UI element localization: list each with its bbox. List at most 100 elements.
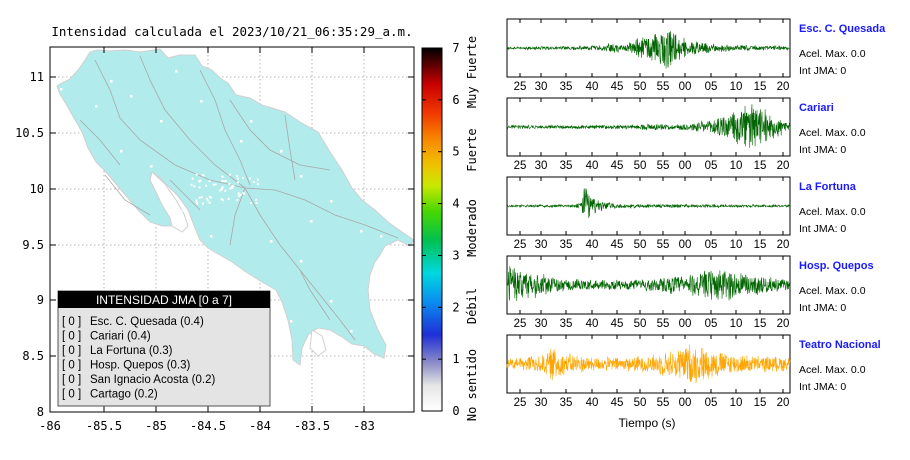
station-marker [270,240,273,243]
station-marker [228,173,231,176]
station-marker [239,193,242,196]
road [139,55,246,189]
station-markers [60,70,383,333]
legend-item-level: [ 0 ] [62,360,81,372]
seismogram-x-tick-label: 15 [754,160,767,172]
station-marker [232,185,235,188]
road [104,174,151,216]
station-marker [330,300,333,303]
seismogram-4: 25 30 35 40 45 50 55 00 05 10 15 20 Teatro Nacional A… [506,334,881,409]
legend-item-level: [ 0 ] [62,316,81,328]
station-marker [196,202,199,205]
station-marker [236,175,239,178]
station-marker [200,100,203,103]
intensity-legend: INTENSIDAD JMA [0 a 7] [ 0 ] Esc. C. Ques… [57,290,271,407]
colorbar-tick-label: 4 [452,197,459,211]
seismogram-x-tick-label: 30 [535,160,548,172]
map-y-axis: 11 10.5 10 9.5 9 8.5 8 [15,70,414,419]
seismogram-x-tick-label: 15 [754,397,767,409]
seismogram-x-tick-label: 35 [560,81,573,93]
seismogram-trace [506,31,791,69]
seismogram-x-tick-label: 40 [586,239,599,251]
station-marker [222,180,225,183]
colorbar-class-label: No sentido [465,349,479,421]
station-marker [199,179,202,182]
colorbar-gradient [421,47,443,412]
station-marker [180,210,183,213]
road [229,187,246,246]
legend-item-label: La Fortuna (0.3) [90,345,173,357]
seismogram-x-tick-label: 05 [705,318,718,330]
station-marker [175,70,178,73]
station-marker [237,192,240,195]
station-marker [206,197,209,200]
seismogram-x-tick-label: 20 [777,397,790,409]
station-marker [256,178,259,181]
road [299,269,331,321]
seismogram-x-tick-label: 10 [730,397,743,409]
colorbar-tick-label: 0 [452,404,459,418]
station-marker [252,180,255,183]
station-marker [229,187,232,190]
station-accel-max: Acel. Max. 0.0 [799,127,866,139]
legend-item-label: San Ignacio Acosta (0.2) [90,374,215,386]
station-marker [221,179,224,182]
seismogram-x-tick-label: 40 [586,81,599,93]
station-marker [231,187,234,190]
station-marker [300,260,303,263]
seismogram-trace [506,188,791,218]
station-marker [221,175,224,178]
seismogram-x-tick-label: 35 [560,160,573,172]
seismogram-x-tick-label: 35 [560,397,573,409]
station-marker [95,105,98,108]
map-x-axis: -86 -85.5 -85 -84.5 -84 -83.5 -83 [39,47,375,433]
colorbar-tick-label: 5 [452,145,459,159]
seismogram-trace [506,266,791,301]
colorbar-class-label: Muy Fuerte [465,36,479,108]
station-accel-max: Acel. Max. 0.0 [799,285,866,297]
station-marker [240,140,243,143]
legend-item-label: Esc. C. Quesada (0.4) [90,316,204,328]
golfo-dulce [309,329,327,357]
road [244,187,399,239]
seismogram-x-tick-label: 15 [754,318,767,330]
station-int-jma: Int JMA: 0 [799,223,846,235]
seismogram-x-tick-label: 00 [679,318,692,330]
station-marker [201,202,204,205]
seismogram-x-tick-label: 20 [777,239,790,251]
station-marker [330,200,333,203]
legend-item-label: Cartago (0.2) [90,389,158,401]
seismogram-x-tick-label: 15 [754,239,767,251]
station-marker [200,196,203,199]
map-frame [49,46,415,413]
map-x-tick-label: -83.5 [294,419,330,433]
colorbar-tick-label: 6 [452,93,459,107]
seismogram-x-tick-label: 55 [657,397,670,409]
station-marker [191,177,194,180]
station-marker [195,173,198,176]
legend-item-label: Cariari (0.4) [90,331,151,343]
seismogram-x-tick-label: 30 [535,318,548,330]
seismogram-x-tick-label: 10 [730,239,743,251]
map-x-tick-label: -85 [145,419,167,433]
station-marker [242,192,245,195]
map-x-tick-label: -84 [249,419,271,433]
road [229,99,331,171]
seismogram-x-tick-label: 25 [514,239,527,251]
station-marker [160,120,163,123]
station-marker [310,220,313,223]
station-name: Cariari [799,102,834,114]
seismogram-trace [506,104,791,148]
seismogram-x-tick-label: 10 [730,81,743,93]
seismogram-x-tick-label: 55 [657,318,670,330]
station-marker [290,320,293,323]
legend-item-level: [ 0 ] [62,374,81,386]
station-marker [110,80,113,83]
seismogram-x-tick-label: 30 [535,81,548,93]
legend-item-level: [ 0 ] [62,331,81,343]
map-y-tick-label: 9.5 [22,238,44,252]
seismogram-x-tick-label: 05 [705,397,718,409]
station-marker [198,196,201,199]
seismogram-x-tick-label: 00 [679,160,692,172]
station-marker [237,177,240,180]
